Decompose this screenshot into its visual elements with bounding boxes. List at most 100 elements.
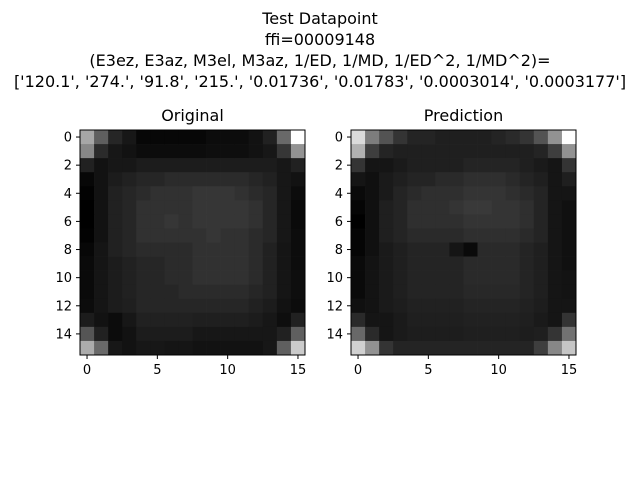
original-cell [276, 340, 292, 356]
prediction-cell [561, 144, 577, 159]
prediction-cell [533, 172, 549, 187]
prediction-cell [449, 270, 464, 286]
original-cell [234, 144, 250, 159]
prediction-cell [477, 340, 492, 356]
original-cell [164, 186, 179, 201]
original-y-tick-label: 2 [64, 159, 72, 174]
prediction-cell [505, 130, 521, 145]
prediction-cell [547, 186, 563, 201]
prediction-cell [477, 172, 492, 187]
prediction-cell [351, 284, 366, 300]
prediction-cell [365, 242, 380, 257]
prediction-cell [393, 228, 408, 243]
original-cell [290, 298, 306, 314]
prediction-cell [421, 256, 436, 271]
prediction-cell [547, 256, 563, 271]
prediction-y-tick-label: 4 [335, 187, 343, 202]
original-cell [108, 186, 123, 201]
original-cell [150, 130, 165, 145]
prediction-cell [351, 172, 366, 187]
original-cell [136, 158, 151, 173]
original-cell [234, 158, 250, 173]
prediction-cell [519, 298, 535, 314]
prediction-cell [421, 186, 436, 201]
prediction-cell [421, 340, 436, 356]
prediction-cell [477, 214, 492, 229]
prediction-cell [449, 284, 464, 300]
prediction-cell [365, 340, 380, 356]
original-cell [136, 186, 151, 201]
original-cell [94, 312, 109, 328]
original-y-tick-label: 12 [55, 299, 72, 314]
prediction-cell [547, 242, 563, 257]
prediction-cell [407, 200, 422, 215]
prediction-cell [547, 228, 563, 243]
prediction-cell [505, 228, 521, 243]
original-cell [192, 214, 207, 229]
prediction-x-tick-label: 0 [354, 363, 362, 378]
original-x-tick-label: 15 [290, 363, 307, 378]
original-cell [80, 284, 95, 300]
original-cell [192, 312, 207, 328]
original-cell [150, 200, 165, 215]
original-cell [192, 228, 207, 243]
prediction-cell [435, 130, 450, 145]
original-cell [136, 326, 151, 342]
prediction-cell [435, 312, 450, 328]
original-cell [234, 214, 250, 229]
prediction-cell [435, 172, 450, 187]
prediction-cell [351, 270, 366, 286]
original-cell [248, 158, 264, 173]
original-cell [164, 144, 179, 159]
prediction-cell [463, 242, 478, 257]
original-cell [192, 270, 207, 286]
original-cell [178, 172, 193, 187]
original-cell [178, 242, 193, 257]
prediction-cell [407, 158, 422, 173]
original-cell [276, 326, 292, 342]
prediction-cell [407, 256, 422, 271]
prediction-cell [561, 340, 577, 356]
original-cell [290, 186, 306, 201]
original-cell [136, 256, 151, 271]
prediction-cell [435, 200, 450, 215]
original-cell [192, 130, 207, 145]
original-cell [94, 214, 109, 229]
prediction-cell [547, 158, 563, 173]
original-cell [276, 144, 292, 159]
original-cell [276, 256, 292, 271]
original-cell [178, 158, 193, 173]
original-cell [248, 186, 264, 201]
original-cell [206, 284, 221, 300]
figure-title-line-3: (E3ez, E3az, M3el, M3az, 1/ED, 1/MD, 1/E… [89, 51, 551, 70]
prediction-cell [533, 186, 549, 201]
prediction-cell [421, 284, 436, 300]
prediction-cell [477, 312, 492, 328]
original-cell [248, 340, 264, 356]
prediction-cell [365, 200, 380, 215]
original-cell [164, 284, 179, 300]
original-cell [164, 228, 179, 243]
original-cell [234, 270, 250, 286]
prediction-cell [547, 340, 563, 356]
prediction-cell [463, 130, 478, 145]
original-cell [234, 172, 250, 187]
original-cell [178, 270, 193, 286]
original-cell [108, 228, 123, 243]
prediction-cell [505, 298, 521, 314]
prediction-cell [547, 326, 563, 342]
prediction-cell [533, 298, 549, 314]
prediction-cell [477, 326, 492, 342]
prediction-cell [407, 340, 422, 356]
original-cell [80, 214, 95, 229]
original-cell [108, 158, 123, 173]
original-cell [276, 312, 292, 328]
original-cell [150, 270, 165, 286]
prediction-cell [365, 214, 380, 229]
prediction-cell [365, 256, 380, 271]
original-cell [248, 130, 264, 145]
prediction-cell [491, 284, 507, 300]
original-cell [150, 312, 165, 328]
prediction-cell [491, 200, 507, 215]
original-cell [80, 158, 95, 173]
